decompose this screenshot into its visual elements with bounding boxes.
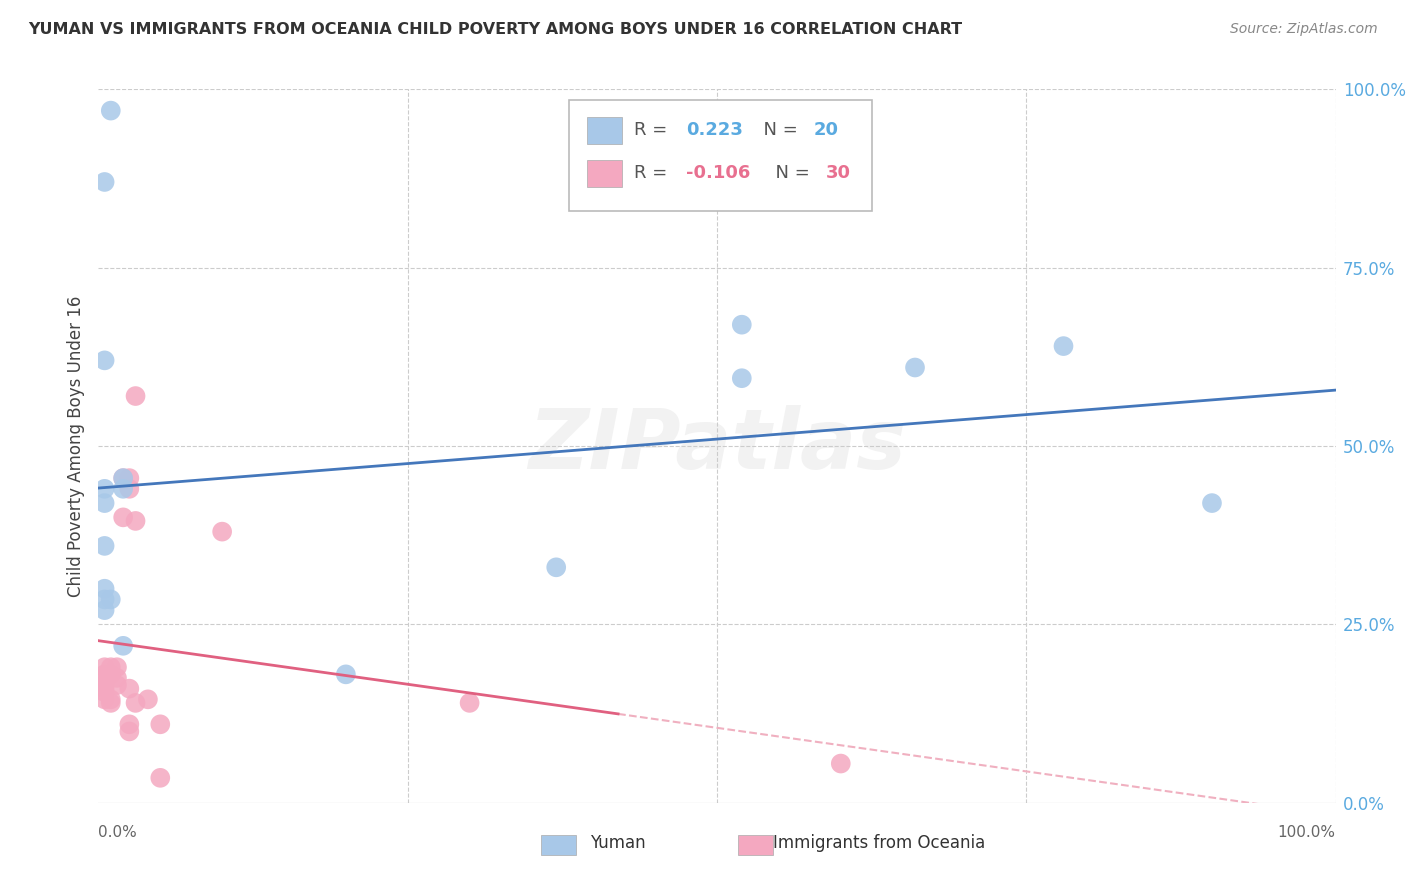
Point <box>1052 339 1074 353</box>
Point <box>112 639 135 653</box>
Point <box>100 696 122 710</box>
Point <box>93 539 115 553</box>
Text: Immigrants from Oceania: Immigrants from Oceania <box>773 834 986 852</box>
Point <box>93 678 115 692</box>
Point <box>118 717 141 731</box>
Point <box>731 318 754 332</box>
Point <box>118 482 141 496</box>
Point <box>93 603 115 617</box>
Point <box>93 681 115 696</box>
Bar <box>541 835 576 855</box>
Point <box>335 667 357 681</box>
Point <box>105 678 128 692</box>
Point <box>100 692 122 706</box>
Point <box>93 671 115 685</box>
Bar <box>588 117 621 145</box>
Text: YUMAN VS IMMIGRANTS FROM OCEANIA CHILD POVERTY AMONG BOYS UNDER 16 CORRELATION C: YUMAN VS IMMIGRANTS FROM OCEANIA CHILD P… <box>28 22 962 37</box>
Point <box>93 667 115 681</box>
Point <box>211 524 233 539</box>
Text: N =: N = <box>763 164 815 182</box>
Text: 100.0%: 100.0% <box>1278 825 1336 840</box>
Point <box>105 671 128 685</box>
Y-axis label: Child Poverty Among Boys Under 16: Child Poverty Among Boys Under 16 <box>66 295 84 597</box>
Point <box>1201 496 1223 510</box>
Point <box>100 667 122 681</box>
Point <box>149 771 172 785</box>
Point <box>105 660 128 674</box>
Point <box>93 353 115 368</box>
Point <box>100 592 122 607</box>
Text: 20: 20 <box>814 121 838 139</box>
Point <box>124 514 146 528</box>
Point <box>830 756 852 771</box>
Point <box>93 660 115 674</box>
Point <box>136 692 159 706</box>
Point <box>149 717 172 731</box>
Point <box>93 496 115 510</box>
FancyBboxPatch shape <box>568 100 872 211</box>
Text: 0.0%: 0.0% <box>98 825 138 840</box>
Point <box>100 660 122 674</box>
Point <box>93 582 115 596</box>
Text: 30: 30 <box>825 164 851 182</box>
Point <box>112 471 135 485</box>
Point <box>93 592 115 607</box>
Point <box>100 103 122 118</box>
Text: 0.223: 0.223 <box>686 121 742 139</box>
Point <box>546 560 568 574</box>
Point <box>731 371 754 385</box>
Point <box>904 360 927 375</box>
Point <box>112 482 135 496</box>
Point <box>118 724 141 739</box>
Text: -0.106: -0.106 <box>686 164 751 182</box>
Text: N =: N = <box>752 121 803 139</box>
Point <box>118 681 141 696</box>
Point <box>124 696 146 710</box>
Point <box>112 471 135 485</box>
Text: Yuman: Yuman <box>591 834 647 852</box>
Point <box>458 696 481 710</box>
Point <box>118 471 141 485</box>
Point <box>112 510 135 524</box>
Text: R =: R = <box>634 121 673 139</box>
Point <box>93 692 115 706</box>
Point <box>93 175 115 189</box>
Text: Source: ZipAtlas.com: Source: ZipAtlas.com <box>1230 22 1378 37</box>
Bar <box>588 160 621 187</box>
Bar <box>738 835 773 855</box>
Point <box>124 389 146 403</box>
Text: ZIPatlas: ZIPatlas <box>529 406 905 486</box>
Text: R =: R = <box>634 164 673 182</box>
Point <box>93 482 115 496</box>
Point <box>93 685 115 699</box>
